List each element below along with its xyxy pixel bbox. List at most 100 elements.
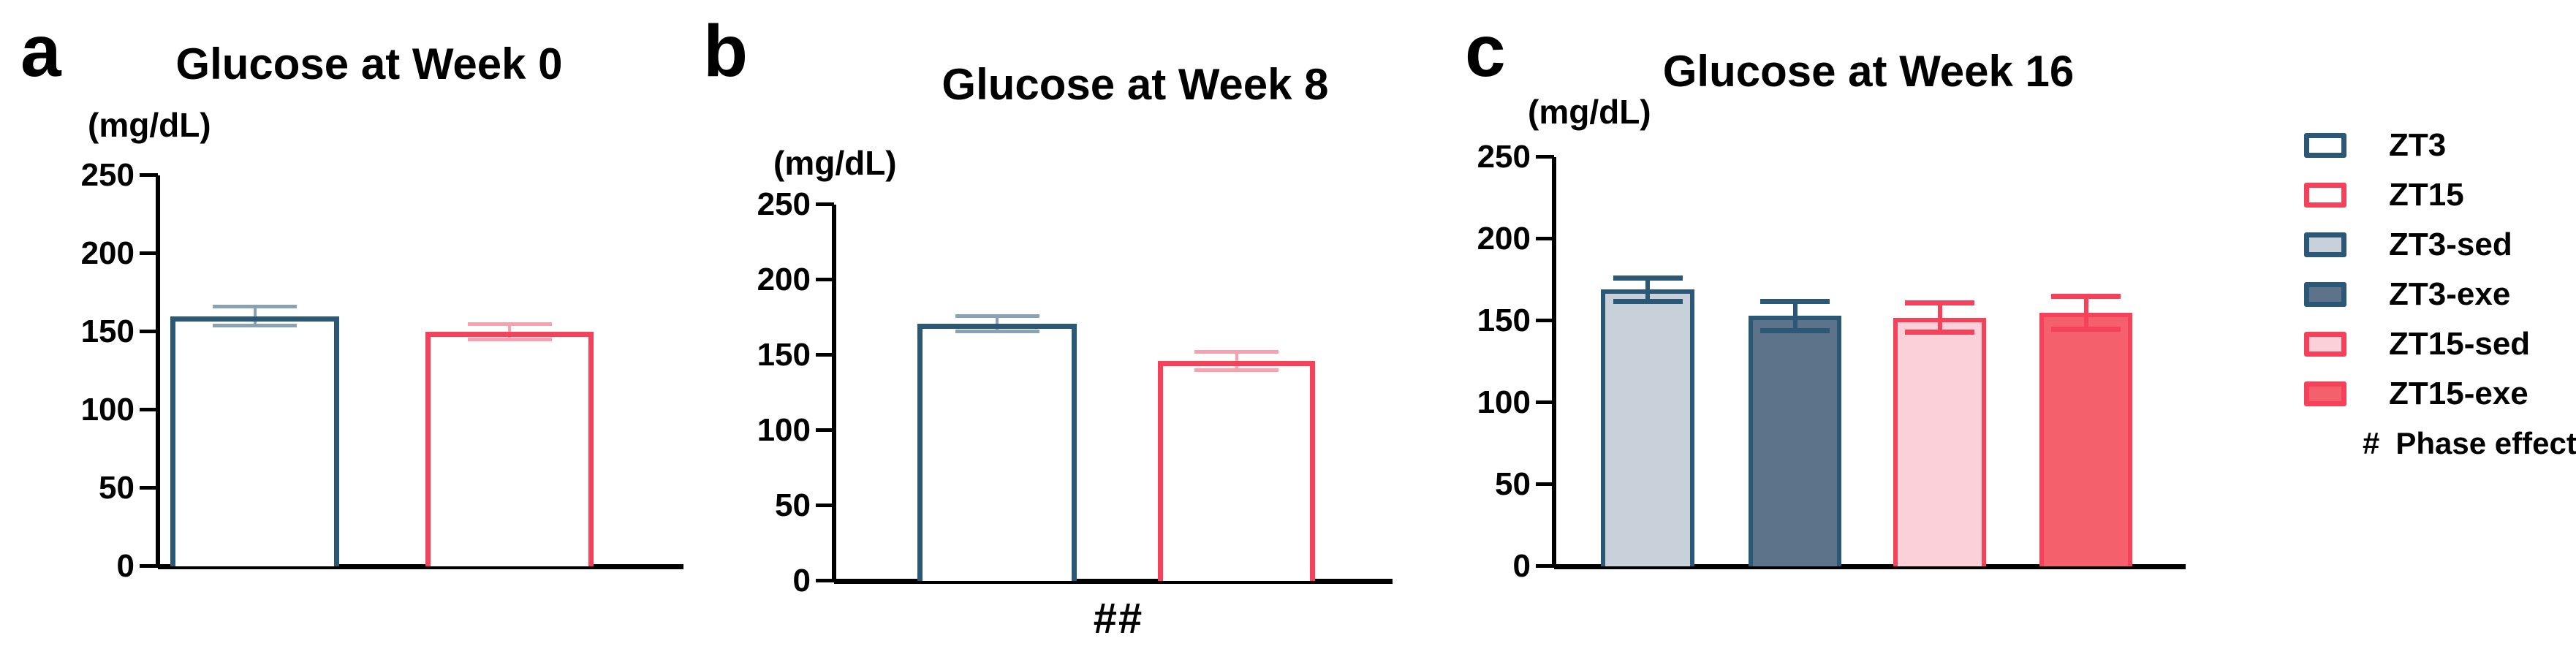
legend-item-ZT3-exe: ZT3-exe bbox=[2304, 278, 2510, 311]
error-bar-stem-lower-ZT3 bbox=[253, 321, 257, 326]
error-bar-stem-lower-ZT15-exe bbox=[2083, 316, 2088, 330]
legend: ZT3 ZT15 ZT3-sed ZT3-exe ZT15-sed ZT15-exe # … bbox=[2304, 129, 2576, 498]
panel-a-tick-label-150: 150 bbox=[80, 314, 135, 349]
error-bar-cap-bottom-ZT15 bbox=[467, 338, 552, 342]
bar-ZT15 bbox=[1158, 361, 1315, 581]
bar-ZT15-exe bbox=[2039, 312, 2132, 566]
panel-c-tick-label-50: 50 bbox=[1495, 466, 1531, 502]
error-bar-stem-upper-ZT3-exe bbox=[1792, 301, 1797, 316]
error-bar-cap-bottom-ZT3 bbox=[213, 323, 297, 327]
panel-b-tick-100 bbox=[816, 428, 834, 432]
panel-c-tick-label-250: 250 bbox=[1477, 139, 1531, 175]
panel-c-x-axis bbox=[1554, 564, 2186, 569]
phase-effect-label: Phase effect bbox=[2395, 426, 2576, 460]
legend-item-ZT3: ZT3 bbox=[2304, 129, 2446, 162]
error-bar-stem-upper-ZT15-sed bbox=[1937, 303, 1942, 318]
panel-a-tick-250 bbox=[140, 173, 158, 177]
bar-ZT3-exe bbox=[1749, 316, 1841, 566]
panel-a-tick-label-250: 250 bbox=[80, 157, 135, 193]
bar-ZT3 bbox=[917, 323, 1077, 581]
error-bar-stem-upper-ZT15 bbox=[508, 324, 511, 332]
legend-item-ZT3-sed: ZT3-sed bbox=[2304, 228, 2512, 262]
error-bar-cap-bottom-ZT3-exe bbox=[1760, 327, 1830, 333]
error-bar-stem-upper-ZT15-exe bbox=[2083, 296, 2088, 313]
panel-c-tick-label-150: 150 bbox=[1477, 303, 1531, 338]
error-bar-stem-lower-ZT15 bbox=[1235, 366, 1238, 370]
legend-label-ZT3-exe: ZT3-exe bbox=[2389, 276, 2511, 312]
legend-swatch-ZT15 bbox=[2304, 183, 2346, 208]
panel-a-y-axis bbox=[156, 175, 160, 566]
panel-c-y-axis-unit: (mg/dL) bbox=[1528, 93, 1651, 131]
panel-a-tick-label-50: 50 bbox=[99, 470, 135, 506]
legend-item-ZT15-exe: ZT15-exe bbox=[2304, 377, 2528, 411]
phase-effect-symbol: # bbox=[2363, 426, 2380, 460]
error-bar-cap-bottom-ZT3 bbox=[955, 329, 1039, 333]
panel-b-tick-label-250: 250 bbox=[757, 186, 811, 222]
error-bar-cap-top-ZT3 bbox=[213, 305, 297, 309]
error-bar-cap-bottom-ZT15-exe bbox=[2051, 326, 2121, 332]
legend-label-ZT15-exe: ZT15-exe bbox=[2389, 376, 2528, 411]
legend-label-ZT3: ZT3 bbox=[2389, 127, 2447, 163]
panel-c-tick-label-100: 100 bbox=[1477, 384, 1531, 420]
panel-a-tick-0 bbox=[140, 564, 158, 568]
panel-b-y-axis-unit: (mg/dL) bbox=[773, 144, 897, 182]
panel-c-tick-250 bbox=[1536, 155, 1554, 159]
panel-a-letter: a bbox=[20, 10, 61, 92]
error-bar-cap-top-ZT3-exe bbox=[1760, 298, 1830, 304]
panel-a-tick-200 bbox=[140, 251, 158, 255]
error-bar-stem-upper-ZT3-sed bbox=[1645, 278, 1650, 290]
panel-a-title: Glucose at Week 0 bbox=[175, 39, 563, 88]
panel-b-tick-250 bbox=[816, 202, 834, 206]
panel-a-tick-50 bbox=[140, 486, 158, 490]
panel-b-letter: b bbox=[703, 10, 749, 92]
error-bar-cap-bottom-ZT3-sed bbox=[1613, 298, 1683, 304]
error-bar-stem-upper-ZT3 bbox=[996, 316, 999, 324]
bar-ZT15-sed bbox=[1893, 317, 1986, 566]
error-bar-stem-lower-ZT3-sed bbox=[1645, 294, 1650, 302]
panel-b-tick-label-50: 50 bbox=[775, 487, 811, 523]
panel-c-tick-0 bbox=[1536, 564, 1554, 568]
error-bar-stem-lower-ZT15-sed bbox=[1937, 322, 1942, 332]
bar-ZT3 bbox=[170, 316, 339, 566]
bar-ZT3-sed bbox=[1601, 289, 1694, 566]
panel-b-tick-0 bbox=[816, 579, 834, 582]
legend-swatch-ZT15-sed bbox=[2304, 332, 2346, 357]
panel-a-tick-150 bbox=[140, 330, 158, 333]
legend-label-ZT15-sed: ZT15-sed bbox=[2389, 326, 2531, 362]
panel-c-tick-50 bbox=[1536, 482, 1554, 486]
bar-ZT15 bbox=[425, 332, 594, 566]
panel-c-tick-100 bbox=[1536, 400, 1554, 404]
panel-a-y-axis-unit: (mg/dL) bbox=[88, 106, 211, 144]
panel-b-tick-label-150: 150 bbox=[757, 337, 811, 373]
error-bar-cap-top-ZT15 bbox=[467, 322, 552, 326]
legend-item-ZT15-sed: ZT15-sed bbox=[2304, 327, 2530, 361]
panel-c-title: Glucose at Week 16 bbox=[1662, 47, 2075, 96]
legend-swatch-ZT3-sed bbox=[2304, 232, 2346, 257]
panel-c-tick-label-200: 200 bbox=[1477, 221, 1531, 256]
panel-c-y-axis bbox=[1552, 157, 1556, 566]
error-bar-cap-bottom-ZT15-sed bbox=[1905, 330, 1974, 335]
panel-b-title: Glucose at Week 8 bbox=[942, 60, 1329, 109]
error-bar-stem-lower-ZT3-exe bbox=[1792, 320, 1797, 331]
legend-swatch-ZT3 bbox=[2304, 133, 2346, 158]
panel-a-tick-label-0: 0 bbox=[116, 548, 135, 584]
error-bar-cap-top-ZT15-sed bbox=[1905, 300, 1974, 305]
panel-c-tick-200 bbox=[1536, 237, 1554, 240]
panel-b-x-axis bbox=[834, 579, 1393, 584]
panel-b-tick-label-200: 200 bbox=[757, 262, 811, 297]
error-bar-stem-upper-ZT3 bbox=[253, 306, 257, 316]
error-bar-cap-top-ZT15 bbox=[1194, 350, 1278, 354]
panel-a-tick-label-200: 200 bbox=[80, 235, 135, 271]
panel-b-annotation: ## bbox=[1093, 595, 1144, 642]
panel-c-tick-150 bbox=[1536, 319, 1554, 322]
panel-b-tick-200 bbox=[816, 278, 834, 281]
panel-c-letter: c bbox=[1465, 10, 1506, 92]
panel-b-y-axis bbox=[832, 205, 836, 581]
panel-b-tick-label-0: 0 bbox=[792, 563, 811, 598]
error-bar-cap-bottom-ZT15 bbox=[1194, 368, 1278, 373]
panel-b-tick-label-100: 100 bbox=[757, 412, 811, 448]
error-bar-cap-top-ZT15-exe bbox=[2051, 293, 2121, 299]
panel-a-tick-100 bbox=[140, 408, 158, 411]
error-bar-cap-top-ZT3-sed bbox=[1613, 276, 1683, 281]
